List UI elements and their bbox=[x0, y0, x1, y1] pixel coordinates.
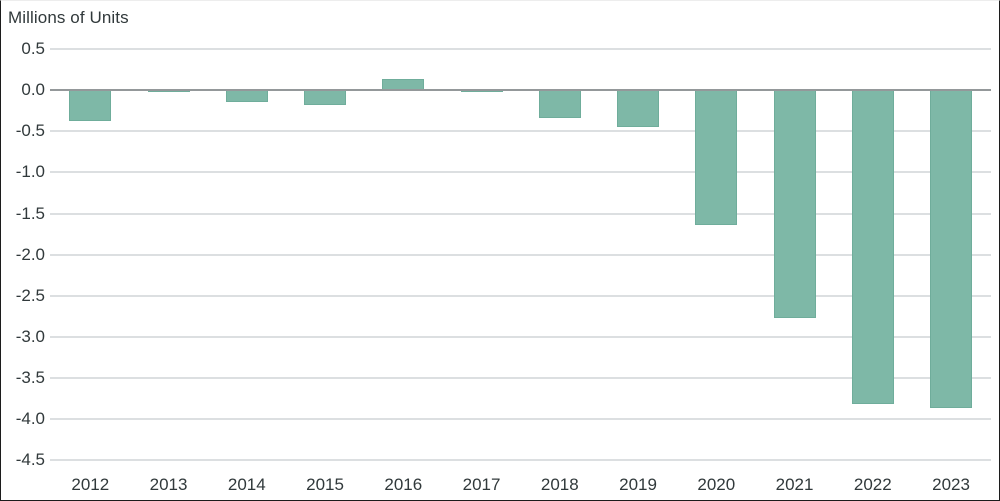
gridline bbox=[50, 377, 991, 380]
x-axis-label-2012: 2012 bbox=[71, 475, 110, 494]
y-tick-label: 0.5 bbox=[21, 39, 45, 58]
x-axis-label-2015: 2015 bbox=[306, 475, 344, 494]
x-axis-label-2013: 2013 bbox=[149, 475, 188, 494]
bar-2019 bbox=[617, 90, 660, 128]
x-axis-label-2016: 2016 bbox=[384, 475, 423, 494]
bar-2020 bbox=[695, 90, 738, 226]
bar-2022 bbox=[851, 90, 894, 405]
gridline bbox=[50, 418, 991, 421]
chart-title: Millions of Units bbox=[8, 8, 129, 27]
gridline bbox=[50, 48, 991, 50]
bar-2021 bbox=[773, 90, 816, 319]
bar-2014 bbox=[225, 90, 268, 103]
gridline bbox=[50, 335, 991, 338]
gridline bbox=[50, 294, 991, 297]
gridline bbox=[50, 130, 991, 133]
bar-2018 bbox=[538, 90, 581, 119]
x-axis-label-2022: 2022 bbox=[853, 475, 892, 494]
gridline bbox=[50, 212, 991, 215]
y-tick-label: -4.5 bbox=[15, 450, 45, 470]
x-axis-label-2019: 2019 bbox=[619, 475, 657, 494]
bar-2023 bbox=[930, 90, 973, 408]
bar-2012 bbox=[69, 90, 112, 122]
x-axis-label-2017: 2017 bbox=[462, 475, 501, 494]
x-axis-label-2018: 2018 bbox=[540, 475, 579, 494]
y-tick-label: -4.0 bbox=[15, 409, 45, 429]
y-tick-label: -2.0 bbox=[15, 244, 45, 264]
zero-axis-line bbox=[50, 89, 991, 92]
y-tick-label: -1.0 bbox=[15, 162, 45, 182]
gridline bbox=[50, 171, 991, 174]
gridline bbox=[50, 253, 991, 256]
y-tick-label: -3.5 bbox=[15, 368, 45, 388]
y-tick-label: 0.0 bbox=[21, 80, 45, 100]
y-tick-label: -0.5 bbox=[15, 121, 45, 141]
y-tick-label: -2.5 bbox=[15, 285, 45, 305]
y-tick-label: -3.0 bbox=[15, 326, 45, 346]
x-axis-label-2021: 2021 bbox=[775, 475, 814, 494]
x-axis-label-2020: 2020 bbox=[697, 475, 736, 494]
x-axis-label-2014: 2014 bbox=[227, 475, 266, 494]
y-tick-label: -1.5 bbox=[15, 203, 45, 223]
bar-2015 bbox=[304, 90, 347, 105]
x-axis-label-2023: 2023 bbox=[932, 475, 970, 494]
gridline bbox=[50, 459, 991, 462]
